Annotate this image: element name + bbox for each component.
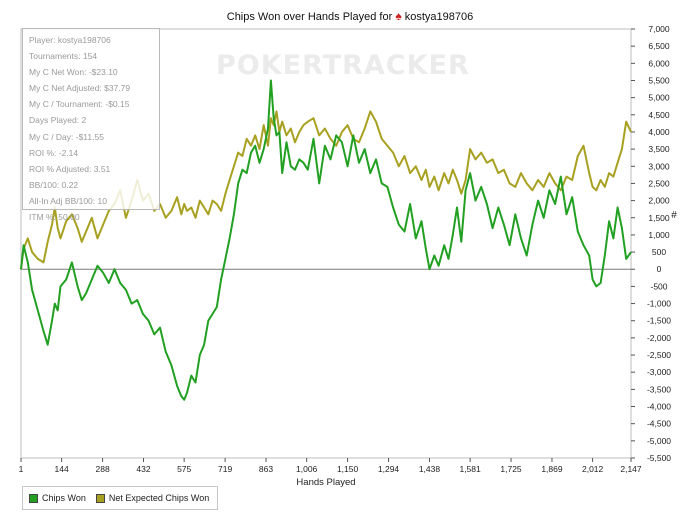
y-tick-label: 6,000 xyxy=(648,58,670,68)
x-tick-label: 1,294 xyxy=(378,464,400,474)
legend-label-chips-won: Chips Won xyxy=(42,493,86,503)
chart-title: Chips Won over Hands Played for ♠ kostya… xyxy=(0,9,700,23)
y-tick-label: 3,000 xyxy=(648,161,670,171)
legend-swatch-chips-won xyxy=(29,493,38,503)
y-tick-label: 5,500 xyxy=(648,75,670,85)
x-tick-label: 863 xyxy=(259,464,273,474)
legend-swatch-net-expected xyxy=(95,493,105,503)
stat-line: ROI %: -2.14 xyxy=(29,147,79,158)
chart-title-text: Chips Won over Hands Played for xyxy=(226,11,393,23)
stat-line: ROI % Adjusted: 3.51 xyxy=(29,163,111,174)
x-tick-label: 288 xyxy=(95,464,109,474)
y-axis-label: # xyxy=(671,210,677,221)
plot-frame xyxy=(20,28,632,459)
y-tick-label: -5,000 xyxy=(647,436,671,446)
y-tick-label: -1,500 xyxy=(647,316,671,326)
stat-line: My C Net Won: -$23.10 xyxy=(29,67,118,78)
legend-item-net-expected[interactable]: Net Expected Chips Won xyxy=(95,493,210,503)
y-tick-label: -4,000 xyxy=(647,402,671,412)
series-line-chips-won xyxy=(20,79,632,401)
x-tick-label: 1,581 xyxy=(459,464,481,474)
x-tick-label: 719 xyxy=(218,464,232,474)
y-tick-label: 4,500 xyxy=(648,110,670,120)
stats-box: Player: kostya198706 Tournaments: 154 My C… xyxy=(22,28,160,222)
x-tick-label: 2,012 xyxy=(582,464,604,474)
y-tick-label: 4,000 xyxy=(648,127,670,137)
y-tick-label: -5,500 xyxy=(647,453,671,463)
stat-line: Days Played: 2 xyxy=(29,115,87,126)
y-tick-label: -500 xyxy=(650,281,667,291)
y-tick-label: -1,000 xyxy=(647,299,671,309)
y-tick-label: 0 xyxy=(657,264,662,274)
stat-line: My C / Day: -$11.55 xyxy=(29,131,104,142)
y-tick-label: -3,500 xyxy=(647,384,671,394)
stat-line: My C / Tournament: -$0.15 xyxy=(29,99,130,110)
y-tick-label: 500 xyxy=(652,247,666,257)
y-tick-label: 1,000 xyxy=(648,230,670,240)
x-tick-label: 575 xyxy=(177,464,191,474)
x-tick-label: 1,150 xyxy=(337,464,359,474)
y-tick-label: -2,500 xyxy=(647,350,671,360)
stat-line: All-In Adj BB/100: 10 xyxy=(29,195,107,206)
y-tick-label: 2,000 xyxy=(648,196,670,206)
x-tick-label: 2,147 xyxy=(620,464,642,474)
legend: Chips Won Net Expected Chips Won xyxy=(22,486,218,510)
y-tick-label: 5,000 xyxy=(648,93,670,103)
y-tick-label: 7,000 xyxy=(648,24,670,34)
legend-item-chips-won[interactable]: Chips Won xyxy=(29,493,86,503)
stat-line: Tournaments: 154 xyxy=(29,51,98,62)
y-tick-label: -4,500 xyxy=(647,419,671,429)
pokertracker-watermark: POKERTRACKER xyxy=(216,50,470,81)
y-tick-label: 2,500 xyxy=(648,178,670,188)
spade-icon: ♠ xyxy=(395,9,402,23)
x-tick-label: 144 xyxy=(55,464,69,474)
y-tick-label: -2,000 xyxy=(647,333,671,343)
stat-line: My C Net Adjusted: $37.79 xyxy=(29,83,131,94)
x-tick-label: 1,869 xyxy=(541,464,563,474)
x-tick-label: 1 xyxy=(19,464,24,474)
stat-line: Player: kostya198706 xyxy=(29,35,111,45)
stat-line: BB/100: 0.22 xyxy=(29,179,79,190)
y-tick-label: -3,000 xyxy=(647,367,671,377)
y-tick-label: 1,500 xyxy=(648,213,670,223)
y-tick-label: 6,500 xyxy=(648,41,670,51)
x-axis-label: Hands Played xyxy=(296,477,355,488)
x-tick-label: 1,725 xyxy=(500,464,522,474)
x-tick-label: 1,438 xyxy=(419,464,441,474)
legend-label-net-expected: Net Expected Chips Won xyxy=(108,493,210,503)
x-tick-label: 432 xyxy=(136,464,150,474)
x-tick-label: 1,006 xyxy=(296,464,318,474)
stat-line: ITM %: 50.00 xyxy=(29,212,80,223)
y-tick-label: 3,500 xyxy=(648,144,670,154)
player-name: kostya198706 xyxy=(404,11,474,23)
